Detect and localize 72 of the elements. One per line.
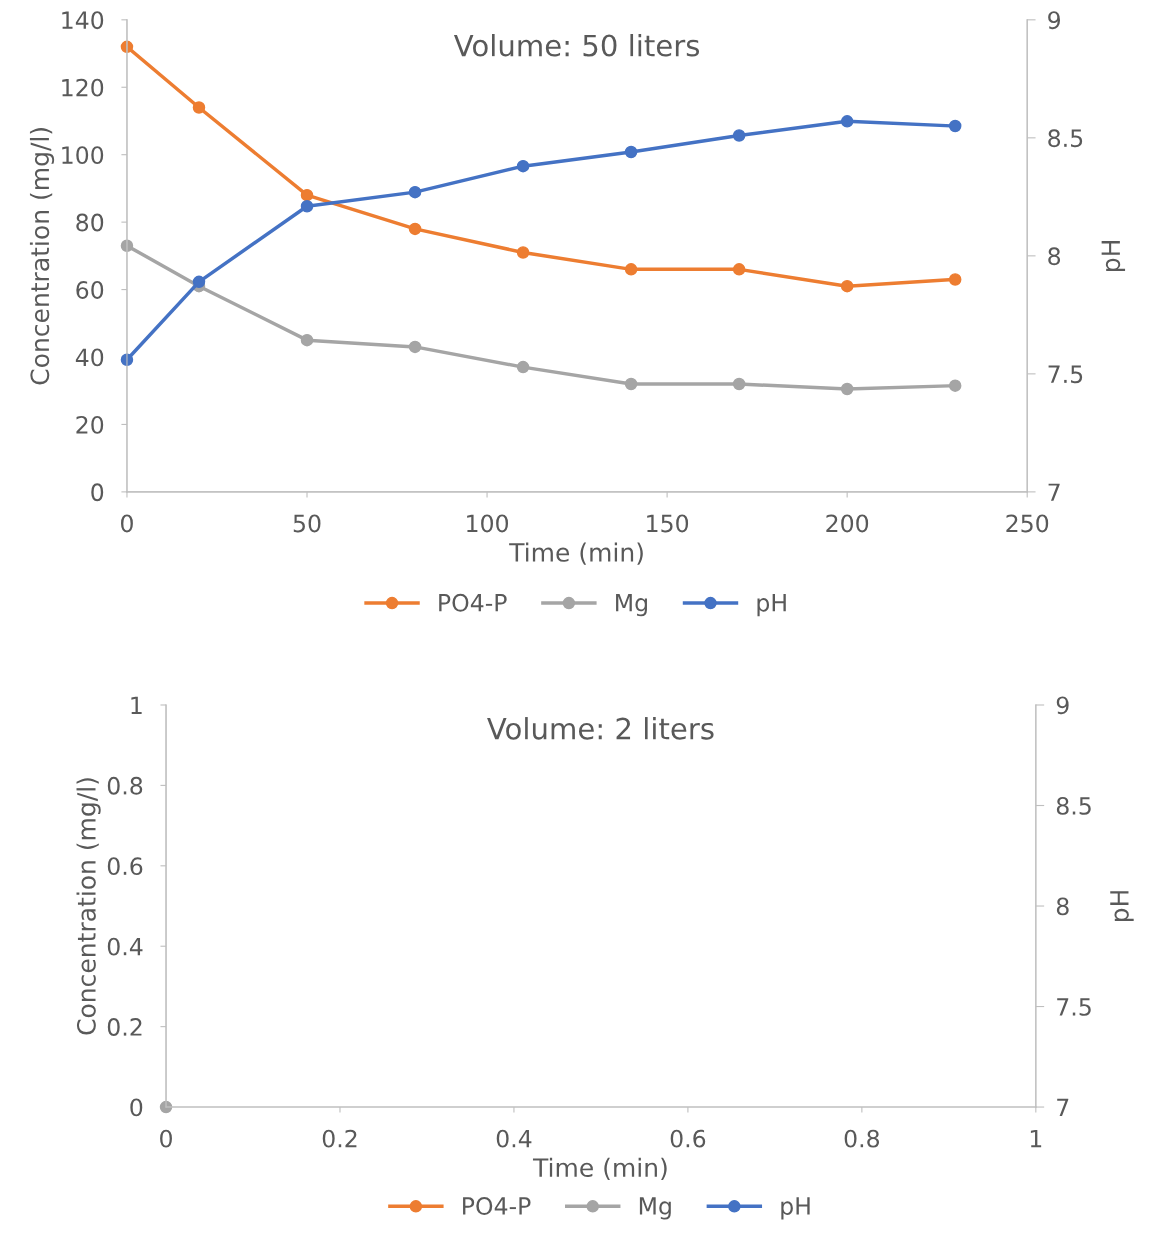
y-tick-label: 60 bbox=[76, 281, 104, 299]
legend-label: pH bbox=[757, 594, 786, 617]
point bbox=[408, 340, 422, 354]
y-tick-label: 140 bbox=[62, 11, 104, 30]
y2-tick-label: 8 bbox=[1048, 247, 1061, 266]
x-axis-title: Time (min) bbox=[509, 542, 643, 565]
y-axis-title: Concentration (mg/l) bbox=[76, 778, 101, 1035]
y-tick-label: 0.4 bbox=[107, 937, 143, 956]
y2-tick-label: 9 bbox=[1056, 696, 1069, 715]
x-tick-label: 0.8 bbox=[844, 1129, 880, 1148]
point bbox=[840, 279, 854, 293]
point bbox=[192, 101, 206, 114]
y2-tick-label: 8.5 bbox=[1048, 129, 1083, 148]
y-tick-label: 100 bbox=[62, 146, 104, 164]
x-tick-label: 50 bbox=[293, 514, 321, 533]
x-tick-label: 250 bbox=[1006, 514, 1049, 533]
point bbox=[948, 379, 962, 392]
x-tick-label: 0 bbox=[160, 1129, 172, 1148]
y-tick-label: 1 bbox=[131, 696, 142, 714]
point bbox=[624, 145, 638, 159]
legend-label: pH bbox=[781, 1197, 810, 1220]
legend-label: Mg bbox=[616, 594, 647, 617]
y2-tick-label: 7.5 bbox=[1057, 998, 1091, 1016]
legend-label: PO4-P bbox=[463, 1197, 531, 1215]
chart-title: Volume: 2 liters bbox=[487, 717, 714, 740]
y2-tick-label: 7 bbox=[1048, 483, 1060, 501]
point bbox=[948, 119, 962, 133]
point bbox=[840, 382, 854, 396]
y-tick-label: 120 bbox=[62, 78, 104, 97]
point bbox=[624, 263, 638, 276]
y-tick-label: 80 bbox=[76, 213, 104, 232]
x-tick-label: 0.2 bbox=[322, 1129, 357, 1148]
x-tick-label: 100 bbox=[467, 514, 509, 533]
y2-tick-label: 7.5 bbox=[1048, 365, 1083, 384]
chart-title: Volume: 50 liters bbox=[453, 33, 700, 57]
y2-tick-label: 8 bbox=[1056, 897, 1069, 916]
point bbox=[300, 333, 314, 347]
y-tick-label: 40 bbox=[75, 348, 104, 367]
legend-label: Mg bbox=[639, 1197, 671, 1220]
x-tick-label: 0.6 bbox=[670, 1129, 706, 1148]
y-tick-label: 0.2 bbox=[107, 1018, 142, 1036]
y-tick-label: 0 bbox=[130, 1098, 143, 1117]
point bbox=[948, 273, 962, 286]
point bbox=[516, 360, 530, 374]
y2-tick-label: 8.5 bbox=[1056, 796, 1091, 815]
point bbox=[516, 246, 530, 259]
point bbox=[624, 377, 638, 391]
y-axis-title: Concentration (mg/l) bbox=[29, 128, 55, 385]
point bbox=[192, 275, 206, 289]
y2-tick-label: 9 bbox=[1048, 11, 1061, 30]
x-tick-label: 0.4 bbox=[496, 1129, 532, 1148]
point bbox=[300, 188, 314, 202]
point bbox=[732, 129, 746, 142]
y-tick-label: 20 bbox=[76, 415, 104, 434]
point bbox=[408, 222, 422, 236]
point bbox=[300, 200, 314, 213]
y2-tick-label: 7 bbox=[1057, 1098, 1069, 1117]
legend-label: PO4-P bbox=[439, 593, 507, 612]
point bbox=[408, 185, 422, 199]
y-tick-label: 0.6 bbox=[107, 857, 143, 876]
y-tick-label: 0 bbox=[91, 483, 104, 502]
x-tick-label: 150 bbox=[647, 514, 689, 533]
x-axis-title: Time (min) bbox=[532, 1157, 667, 1180]
x-tick-label: 1 bbox=[1030, 1130, 1042, 1148]
point bbox=[732, 377, 746, 391]
y2-axis-title: pH bbox=[1101, 240, 1126, 271]
y2-axis-title: pH bbox=[1110, 891, 1134, 922]
y-tick-label: 0.8 bbox=[107, 776, 143, 795]
x-tick-label: 200 bbox=[826, 514, 869, 533]
point bbox=[840, 115, 854, 128]
point bbox=[516, 159, 530, 173]
point bbox=[732, 263, 746, 276]
